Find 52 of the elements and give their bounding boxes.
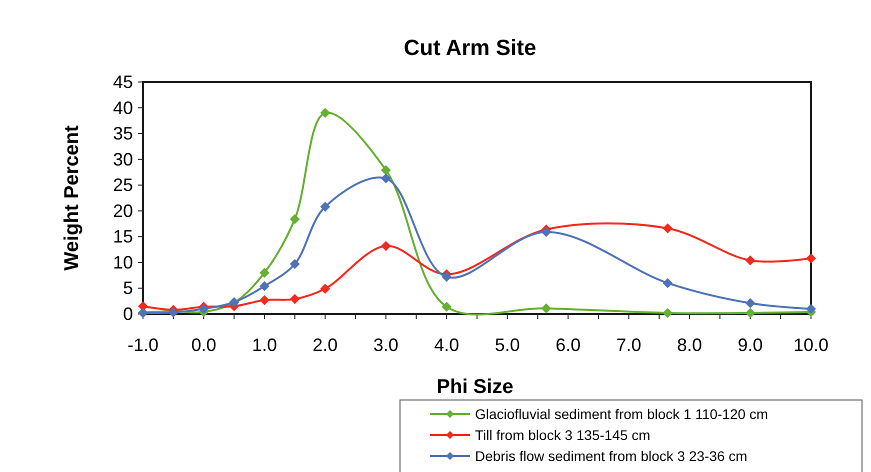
point — [290, 214, 300, 224]
y-tick-label: 30 — [112, 149, 133, 170]
x-tick-label: 7.0 — [616, 335, 642, 355]
y-axis-title: Weight Percent — [61, 125, 83, 271]
y-tick-label: 20 — [112, 200, 133, 221]
x-tick-label: 5.0 — [494, 335, 520, 355]
legend-label: Glaciofluvial sediment from block 1 110-120 cm — [475, 406, 768, 422]
x-tick-label: 0.0 — [191, 335, 216, 355]
point — [745, 308, 756, 318]
point — [541, 227, 552, 238]
y-tick-label: 0 — [122, 304, 133, 324]
chart-title: Cut Arm Site — [404, 35, 536, 60]
x-tick-label: 8.0 — [677, 335, 702, 355]
point — [662, 308, 673, 318]
x-tick-label: -1.0 — [127, 335, 159, 355]
x-tick-label: 2.0 — [312, 335, 338, 355]
x-axis-title: Phi Size — [436, 376, 514, 398]
point — [320, 108, 330, 118]
x-tick-label: 9.0 — [738, 335, 763, 355]
y-tick-label: 40 — [112, 98, 133, 118]
legend-label: Till from block 3 135-145 cm — [475, 427, 650, 443]
point — [662, 223, 673, 234]
point — [259, 295, 270, 306]
x-tick-label: 10.0 — [793, 335, 829, 355]
point — [745, 298, 756, 308]
point — [662, 278, 673, 288]
y-tick-label: 45 — [112, 72, 133, 92]
point — [541, 303, 552, 314]
point — [320, 202, 330, 212]
point — [320, 284, 330, 294]
point — [259, 281, 270, 292]
point — [290, 258, 300, 269]
point — [806, 253, 816, 264]
x-tick-label: 1.0 — [252, 335, 277, 355]
point — [806, 304, 816, 314]
point — [290, 294, 300, 304]
y-tick-label: 5 — [122, 278, 133, 298]
point — [745, 255, 756, 266]
y-tick-label: 15 — [112, 226, 133, 247]
point — [259, 268, 270, 278]
x-tick-label: 4.0 — [434, 335, 460, 355]
point — [442, 272, 452, 282]
point — [380, 165, 391, 176]
y-tick-label: 25 — [112, 175, 133, 196]
point — [380, 240, 391, 251]
y-tick-label: 10 — [112, 252, 133, 272]
legend-label: Debris flow sediment from block 3 23-36 cm — [475, 448, 748, 464]
x-tick-label: 6.0 — [556, 335, 581, 355]
x-tick-label: 3.0 — [373, 335, 398, 355]
y-tick-label: 35 — [112, 124, 133, 144]
point — [442, 302, 452, 312]
point — [380, 173, 391, 184]
